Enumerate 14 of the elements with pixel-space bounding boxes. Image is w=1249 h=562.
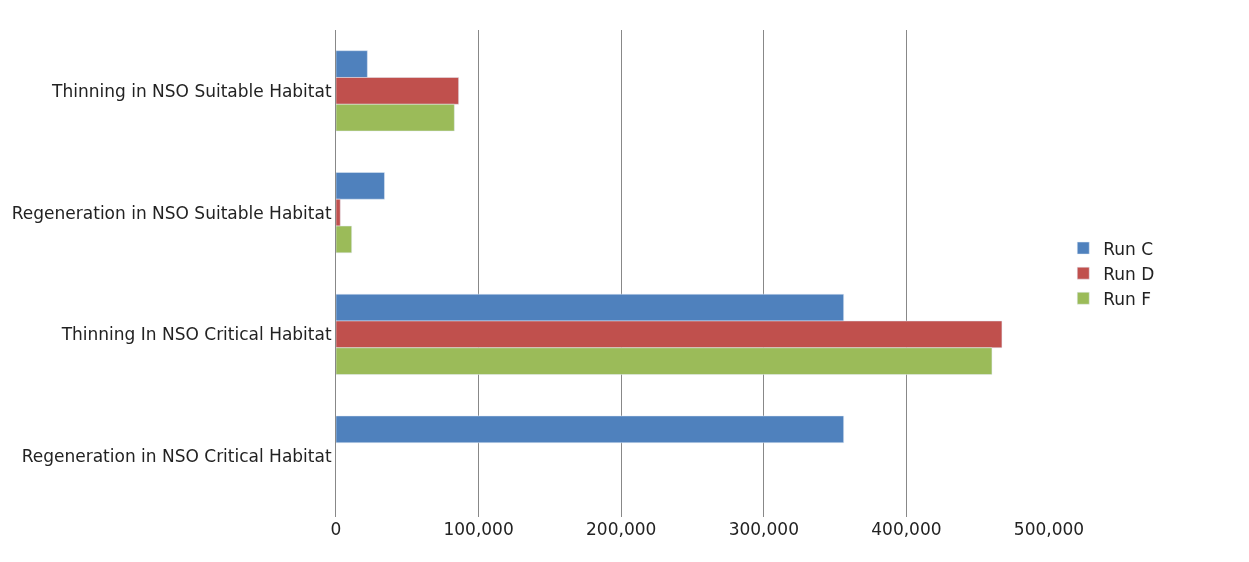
x-tick-label: 200,000 (586, 519, 657, 539)
legend-label: Run C (1103, 238, 1154, 259)
x-tick-label: 300,000 (728, 519, 799, 539)
bar (336, 415, 844, 443)
x-tick-label: 100,000 (443, 519, 514, 539)
x-tick-label: 500,000 (1013, 519, 1085, 539)
x-tick-label: 400,000 (871, 519, 942, 539)
y-tick-label: Thinning In NSO Critical Habitat (60, 324, 332, 345)
y-tick-label: Regeneration in NSO Suitable Habitat (11, 202, 332, 223)
y-tick-label: Thinning in NSO Suitable Habitat (51, 80, 332, 101)
legend-label: Run D (1103, 263, 1155, 284)
legend-label: Run F (1103, 288, 1152, 309)
y-tick-label: Regeneration in NSO Critical Habitat (21, 446, 332, 467)
x-tick-label: 0 (330, 519, 342, 539)
